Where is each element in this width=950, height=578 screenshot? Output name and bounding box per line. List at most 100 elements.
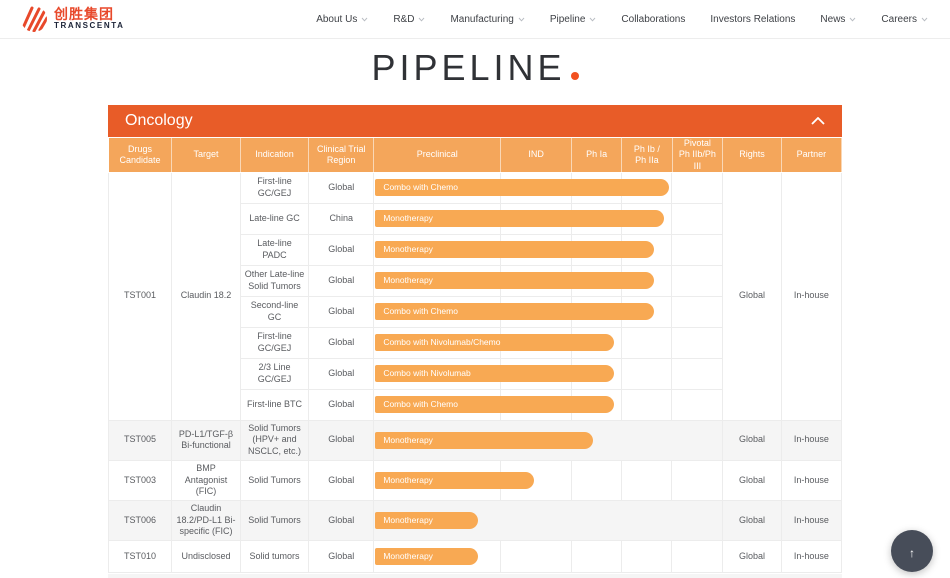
- nav-item-about-us[interactable]: About Us: [316, 14, 368, 25]
- pipeline-table: Drugs Candidate Target Indication Clinical …: [107, 137, 843, 573]
- chevron-down-icon: [361, 17, 368, 22]
- nav-item-label: Investors Relations: [710, 13, 796, 25]
- rights: Global: [722, 419, 782, 461]
- progress-bar-label: Monotherapy: [383, 213, 433, 224]
- column-header-partner: Partner: [780, 137, 843, 173]
- target: Claudin 18.2: [171, 171, 241, 421]
- nav-item-label: Manufacturing: [450, 13, 514, 25]
- table-row: 2/3 Line GC/GEJ Global Combo with Nivoluma…: [109, 357, 842, 390]
- progress-bar-label: Combo with Chemo: [383, 182, 458, 193]
- target: Claudin 18.2/PD-L1 Bi-specific (FIC): [171, 499, 241, 541]
- main-nav: About Us R&D Manufacturing Pipeline Collabor…: [316, 14, 928, 25]
- progress-bar: Combo with Chemo: [375, 179, 670, 197]
- page-title: PIPELINE: [0, 47, 950, 89]
- progress-bar: Combo with Nivolumab: [375, 365, 614, 383]
- drug-candidate: TST003: [107, 459, 173, 501]
- column-header-clinical-trial: Clinical Trial Region: [308, 137, 375, 173]
- nav-item-collaborations[interactable]: Collaborations: [621, 14, 685, 25]
- progress-bar: Monotherapy: [375, 272, 654, 290]
- column-header-preclinical: Preclinical: [373, 137, 502, 173]
- table-row: TST006 Claudin 18.2/PD-L1 Bi-specific (FI…: [107, 499, 843, 541]
- column-header-ph-ia: Ph Ia: [571, 137, 623, 173]
- table-row: TST001 Claudin 18.2 First-line GC/GEJ Globa…: [107, 171, 843, 421]
- back-to-top-button[interactable]: ↑: [891, 530, 933, 572]
- progress-bar-label: Monotherapy: [383, 474, 433, 485]
- rights: Global: [722, 499, 782, 541]
- table-row: TST005 PD-L1/TGF-β Bi-functional Solid Tum…: [107, 419, 843, 461]
- page-title-text: PIPELINE: [371, 47, 566, 88]
- rights: Global: [722, 459, 782, 501]
- progress-bar: Monotherapy: [375, 241, 654, 259]
- rights: Global: [722, 171, 782, 421]
- table-row: Late-line GC China Monotherapy: [109, 202, 842, 235]
- nav-item-label: About Us: [316, 13, 358, 25]
- chevron-up-icon: [811, 117, 825, 125]
- nav-item-manufacturing[interactable]: Manufacturing: [450, 13, 525, 25]
- logo-text: 创胜集团 TRANSCENTA: [54, 7, 125, 30]
- progress-bar-label: Combo with Chemo: [383, 306, 458, 317]
- phase-track: Monotherapy: [373, 539, 724, 573]
- phase-track: Monotherapy: [373, 264, 724, 297]
- column-header-ind: IND: [500, 137, 573, 173]
- drug-candidate: TST006: [107, 499, 173, 541]
- column-header-indication: Indication: [239, 137, 310, 173]
- nav-item-label: Collaborations: [621, 13, 686, 25]
- indication: Other Late-line Solid Tumors: [239, 264, 310, 297]
- clinical-trial-region: Global: [308, 459, 375, 501]
- nav-item-news[interactable]: News: [820, 14, 856, 25]
- clinical-trial-region: Global: [308, 388, 375, 421]
- progress-bar: Monotherapy: [375, 210, 665, 228]
- phase-track: Monotherapy: [373, 233, 724, 266]
- indication: First-line GC/GEJ: [239, 171, 310, 204]
- partial-next-row: [108, 573, 842, 578]
- logo[interactable]: 创胜集团 TRANSCENTA: [20, 5, 125, 33]
- clinical-trial-region: Global: [308, 499, 375, 541]
- progress-bar-label: Combo with Nivolumab/Chemo: [383, 337, 501, 348]
- logo-icon: [21, 6, 47, 32]
- progress-bar: Monotherapy: [375, 511, 478, 529]
- clinical-trial-region: Global: [308, 419, 375, 461]
- table-row: Second-line GC Global Combo with Chemo: [109, 295, 842, 328]
- progress-bar: Monotherapy: [375, 431, 593, 449]
- nav-item-pipeline[interactable]: Pipeline: [550, 14, 597, 25]
- indication: Second-line GC: [239, 295, 310, 328]
- table-header-row: Drugs Candidate Target Indication Clinical …: [107, 137, 843, 173]
- indication: Solid Tumors: [239, 459, 310, 501]
- indication: First-line GC/GEJ: [239, 326, 310, 359]
- table-row: TST003 BMP Antagonist (FIC) Solid Tumors Gl…: [107, 459, 843, 501]
- partner: In-house: [780, 419, 843, 461]
- target: BMP Antagonist (FIC): [171, 459, 241, 501]
- title-dot: [570, 72, 579, 80]
- progress-bar-label: Monotherapy: [383, 244, 433, 255]
- rights: Global: [722, 539, 782, 573]
- clinical-trial-region: Global: [308, 171, 375, 204]
- nav-item-r-d[interactable]: R&D: [393, 14, 425, 25]
- drug-candidate: TST001: [107, 171, 173, 421]
- oncology-section-header[interactable]: Oncology: [108, 105, 842, 137]
- column-header-rights: Rights: [722, 137, 782, 173]
- indication: 2/3 Line GC/GEJ: [239, 357, 310, 390]
- site-header: 创胜集团 TRANSCENTA About Us R&D Manufacturing…: [0, 0, 950, 39]
- partner: In-house: [780, 499, 843, 541]
- chevron-down-icon: [850, 17, 856, 22]
- phase-track: Combo with Nivolumab/Chemo: [373, 326, 724, 359]
- chevron-down-icon: [921, 17, 928, 22]
- phase-track: Combo with Chemo: [373, 171, 724, 204]
- nav-item-investors-relations[interactable]: Investors Relations: [710, 14, 795, 25]
- progress-bar-label: Monotherapy: [383, 550, 433, 561]
- progress-bar: Combo with Nivolumab/Chemo: [375, 334, 614, 352]
- clinical-trial-region: Global: [308, 357, 375, 390]
- nav-item-careers[interactable]: Careers: [881, 14, 928, 25]
- phase-track: Combo with Chemo: [373, 295, 724, 328]
- progress-bar: Combo with Chemo: [375, 303, 654, 321]
- indication: Solid tumors: [239, 539, 310, 573]
- nav-item-label: Careers: [881, 13, 917, 25]
- clinical-trial-region: Global: [308, 264, 375, 297]
- indication: First-line BTC: [239, 388, 310, 421]
- progress-bar-label: Monotherapy: [383, 434, 433, 445]
- table-row: TST010 Undisclosed Solid tumors Global Monot…: [107, 539, 843, 573]
- phase-track: Combo with Chemo: [373, 388, 724, 421]
- phase-track: Monotherapy: [373, 459, 724, 501]
- drug-candidate: TST005: [107, 419, 173, 461]
- column-header-target: Target: [171, 137, 241, 173]
